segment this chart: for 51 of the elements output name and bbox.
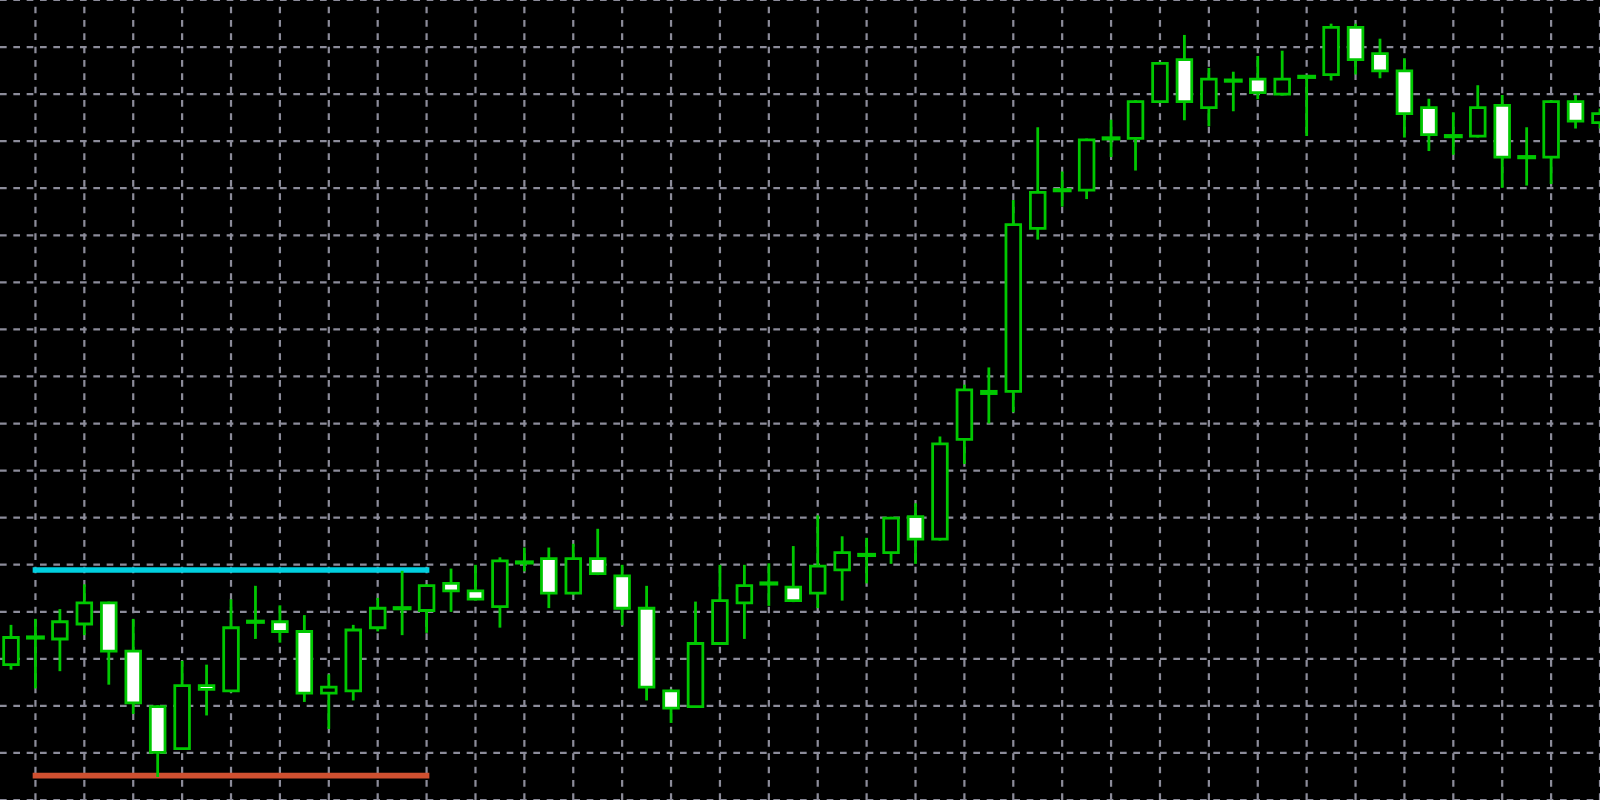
candlestick [2,624,20,670]
candlestick [1443,112,1463,155]
candlestick [320,674,338,729]
candlestick [1126,100,1145,171]
candlestick [1517,127,1537,186]
candlestick [148,705,167,777]
candlestick [1029,127,1047,240]
candlestick [1249,55,1267,100]
candlestick [711,564,729,645]
candlestick [26,618,45,689]
candlestick [514,547,534,572]
candlestick [1200,67,1218,127]
candlestick [1151,61,1169,104]
candlestick [368,597,387,632]
candlestick [1566,94,1585,129]
candlestick [491,557,509,628]
candlestick [613,564,631,626]
candlestick [980,367,998,424]
candlestick [466,564,485,601]
candlestick [809,515,827,609]
candlestick [1101,119,1121,158]
candlestick [1469,85,1487,138]
candlestick [1346,23,1365,75]
candlestick [662,689,680,723]
candlestick [882,516,900,564]
candlestick [271,605,289,643]
candlestick [1322,23,1340,81]
candlestick [1223,71,1243,112]
candlestick [417,584,436,633]
candlestick [1052,171,1072,207]
candlestick [392,570,412,636]
candlestick [735,564,754,639]
candlestick [784,546,802,603]
candlestick [906,503,925,564]
candlestick [588,528,607,576]
candlestick [1420,98,1438,152]
candlestick [564,543,582,595]
candlestick [1297,74,1317,137]
candlestick [51,609,69,672]
candlestick [197,664,216,716]
candlestick [833,536,851,601]
candlestick [1395,58,1414,138]
candlestick [246,585,265,639]
candlestick [442,568,460,612]
candlestick [857,537,877,584]
candlestick [540,547,558,609]
candlestick [75,584,94,636]
candlestick [1175,34,1194,121]
candlestick [759,563,779,606]
candlestick [1273,50,1291,96]
candlestick [1371,38,1389,79]
